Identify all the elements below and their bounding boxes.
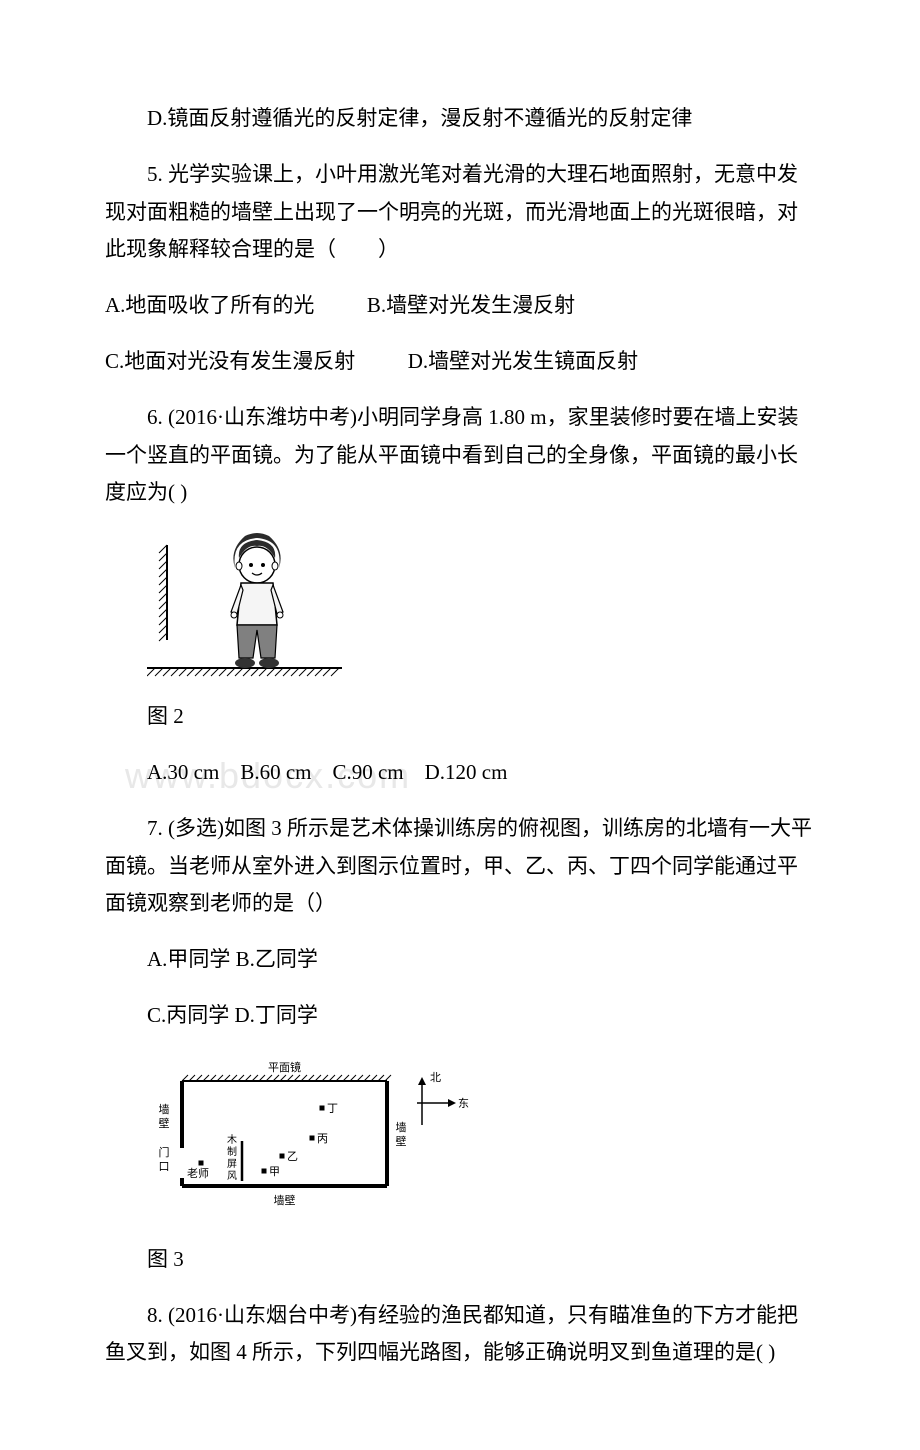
svg-text:风: 风 (227, 1170, 237, 1182)
svg-text:木: 木 (227, 1134, 237, 1146)
svg-text:老师: 老师 (187, 1167, 209, 1180)
q5-opt-a: A.地面吸收了所有的光 (105, 293, 314, 317)
svg-text:丁: 丁 (327, 1103, 338, 1115)
svg-text:壁: 壁 (159, 1116, 170, 1130)
svg-text:丙: 丙 (317, 1133, 328, 1145)
svg-text:乙: 乙 (287, 1150, 298, 1163)
svg-text:口: 口 (159, 1161, 170, 1173)
svg-text:门: 门 (159, 1145, 170, 1159)
q5-options-line2: C.地面对光没有发生漫反射 D.墙壁对光发生镜面反射 (105, 343, 815, 381)
q4-option-d: D.镜面反射遵循光的反射定律，漫反射不遵循光的反射定律 (105, 100, 815, 138)
svg-text:北: 北 (430, 1071, 441, 1084)
q5-stem: 5. 光学实验课上，小叶用激光笔对着光滑的大理石地面照射，无意中发现对面粗糙的墙… (105, 156, 815, 269)
svg-text:墙: 墙 (396, 1120, 407, 1134)
q5-opt-b: B.墙壁对光发生漫反射 (367, 293, 575, 317)
svg-text:甲: 甲 (269, 1166, 280, 1178)
q7-stem: 7. (多选)如图 3 所示是艺术体操训练房的俯视图，训练房的北墙有一大平面镜。… (105, 810, 815, 923)
q5-opt-c: C.地面对光没有发生漫反射 (105, 349, 355, 373)
q6-options: A.30 cm B.60 cm C.90 cm D.120 cm (105, 754, 815, 792)
figure-3-label: 图 3 (147, 1241, 815, 1279)
figure-3-container: 平面镜墙壁墙壁门口墙壁老师木制屏风甲乙丙丁北东 (147, 1053, 815, 1223)
figure-2-svg (147, 530, 347, 680)
q6-stem: 6. (2016·山东潍坊中考)小明同学身高 1.80 m，家里装修时要在墙上安… (105, 399, 815, 512)
svg-text:东: 东 (458, 1097, 469, 1110)
q5-options-line1: A.地面吸收了所有的光 B.墙壁对光发生漫反射 (105, 287, 815, 325)
svg-text:墙壁: 墙壁 (274, 1193, 296, 1207)
q7-options-ab: A.甲同学 B.乙同学 (105, 941, 815, 979)
svg-text:制: 制 (227, 1145, 237, 1158)
q8-stem: 8. (2016·山东烟台中考)有经验的渔民都知道，只有瞄准鱼的下方才能把鱼叉到… (105, 1297, 815, 1373)
figure-2-container (147, 530, 815, 680)
svg-text:平面镜: 平面镜 (268, 1060, 301, 1074)
q7-options-cd: C.丙同学 D.丁同学 (105, 997, 815, 1035)
svg-text:壁: 壁 (396, 1134, 407, 1148)
q5-opt-d: D.墙壁对光发生镜面反射 (408, 349, 638, 373)
figure-3-svg: 平面镜墙壁墙壁门口墙壁老师木制屏风甲乙丙丁北东 (147, 1053, 477, 1223)
figure-2-label: 图 2 (147, 698, 815, 736)
svg-text:屏: 屏 (227, 1158, 237, 1170)
svg-text:墙: 墙 (159, 1102, 170, 1116)
